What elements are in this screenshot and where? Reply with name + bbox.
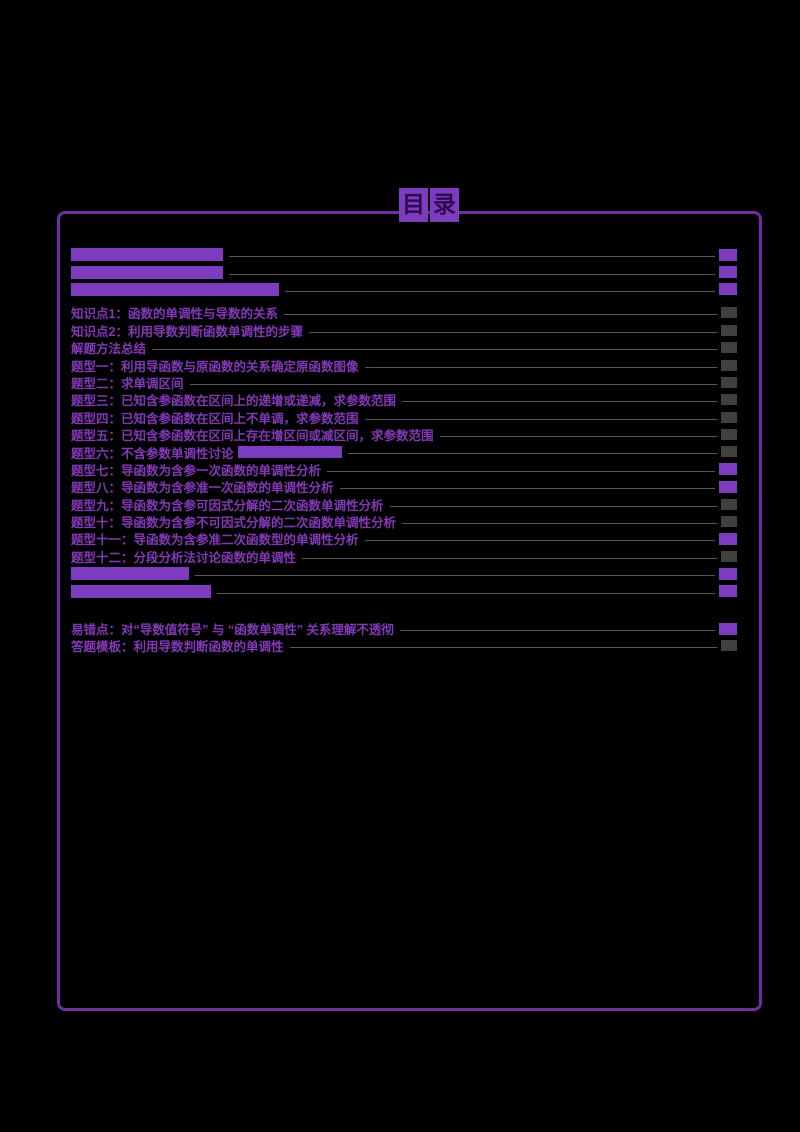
leader-line bbox=[302, 557, 717, 559]
toc-row-redacted bbox=[71, 582, 737, 599]
leader-line bbox=[339, 488, 715, 490]
page-number-mark bbox=[721, 359, 737, 371]
leader-line bbox=[195, 575, 715, 577]
redacted-highlight-segment bbox=[237, 445, 342, 458]
toc-row-redacted bbox=[71, 281, 737, 298]
page-number-mark bbox=[721, 446, 737, 458]
toc-row: 题型三：已知含参函数在区间上的递增或递减，求参数范围 bbox=[71, 391, 737, 408]
redacted-highlight-bar bbox=[71, 282, 279, 296]
toc-row: 题型七：导函数为含参一次函数的单调性分析 bbox=[71, 461, 737, 478]
toc-row: 题型四：已知含参函数在区间上不单调，求参数范围 bbox=[71, 409, 737, 426]
title-char: 目 bbox=[399, 188, 428, 222]
page-number-highlighted bbox=[719, 480, 737, 493]
toc-row: 知识点1：函数的单调性与导数的关系 bbox=[71, 304, 737, 321]
leader-line bbox=[229, 273, 715, 275]
toc-entry-label: 知识点1：函数的单调性与导数的关系 bbox=[71, 307, 278, 322]
redacted-highlight-bar bbox=[71, 567, 189, 581]
toc-row-redacted bbox=[71, 565, 737, 582]
redacted-highlight-bar bbox=[71, 265, 223, 279]
page-number-mark bbox=[721, 411, 737, 423]
leader-line bbox=[402, 523, 717, 525]
toc-entry-label: 题型十二：分段分析法讨论函数的单调性 bbox=[71, 550, 297, 565]
page-number-highlighted bbox=[719, 532, 737, 545]
toc-row: 题型六：不含参数单调性讨论 bbox=[71, 443, 737, 461]
leader-line bbox=[364, 540, 715, 542]
toc-row: 题型九：导函数为含参可因式分解的二次函数单调性分析 bbox=[71, 495, 737, 513]
toc-row: 题型八：导函数为含参准一次函数的单调性分析 bbox=[71, 478, 737, 495]
redacted-highlight-bar bbox=[71, 584, 211, 598]
toc-row-redacted bbox=[71, 246, 737, 263]
page-number-mark bbox=[721, 640, 737, 652]
toc-entry-label: 题型八：导函数为含参准一次函数的单调性分析 bbox=[71, 481, 334, 496]
leader-line bbox=[229, 256, 715, 258]
page-title: 目录 bbox=[398, 188, 460, 222]
leader-line bbox=[327, 470, 715, 472]
toc-entry-label: 易错点：对“导数值符号” 与 “函数单调性” 关系理解不透彻 bbox=[71, 623, 394, 638]
page-number-mark bbox=[721, 376, 737, 388]
page-number-mark bbox=[721, 394, 737, 406]
page-number-mark bbox=[721, 550, 737, 562]
page-number-highlighted bbox=[719, 585, 737, 598]
toc-row: 题型十二：分段分析法讨论函数的单调性 bbox=[71, 548, 737, 565]
leader-line bbox=[364, 366, 717, 368]
page-number-highlighted bbox=[719, 266, 737, 279]
toc-row: 题型一：利用导函数与原函数的关系确定原函数图像 bbox=[71, 356, 737, 374]
toc-row: 知识点2：利用导数判断函数单调性的步骤 bbox=[71, 322, 737, 339]
toc-entry-label: 题型二：求单调区间 bbox=[71, 376, 184, 391]
page-number-highlighted bbox=[719, 283, 737, 296]
page-number-mark bbox=[721, 516, 737, 528]
redacted-highlight-bar bbox=[71, 248, 223, 262]
toc-entry-label: 题型一：利用导函数与原函数的关系确定原函数图像 bbox=[71, 359, 359, 374]
toc-row-redacted bbox=[71, 263, 737, 280]
leader-line bbox=[389, 505, 717, 507]
toc-entry-label: 题型五：已知含参函数在区间上存在增区间或减区间，求参数范围 bbox=[71, 429, 434, 444]
page-number-mark bbox=[721, 324, 737, 336]
leader-line bbox=[285, 290, 715, 292]
leader-line bbox=[217, 592, 715, 594]
page-number-mark bbox=[721, 342, 737, 354]
leader-line bbox=[289, 647, 717, 649]
toc-entry-label: 题型十：导函数为含参不可因式分解的二次函数单调性分析 bbox=[71, 516, 397, 531]
leader-line bbox=[347, 453, 717, 455]
page-number-highlighted bbox=[719, 463, 737, 476]
leader-line bbox=[308, 331, 717, 333]
toc-row: 题型十一：导函数为含参准二次函数型的单调性分析 bbox=[71, 530, 737, 547]
leader-line bbox=[283, 314, 717, 316]
toc-entry-label: 题型九：导函数为含参可因式分解的二次函数单调性分析 bbox=[71, 498, 384, 513]
page-number-highlighted bbox=[719, 248, 737, 261]
toc-entry-label: 题型六：不含参数单调性讨论 bbox=[71, 446, 234, 461]
toc-entry-label: 知识点2：利用导数判断函数单调性的步骤 bbox=[71, 324, 303, 339]
toc-entry-label: 题型七：导函数为含参一次函数的单调性分析 bbox=[71, 463, 322, 478]
page-number-highlighted bbox=[719, 622, 737, 635]
leader-line bbox=[189, 383, 717, 385]
toc-row: 题型十：导函数为含参不可因式分解的二次函数单调性分析 bbox=[71, 513, 737, 530]
leader-line bbox=[364, 418, 717, 420]
toc-entry-label: 题型十一：导函数为含参准二次函数型的单调性分析 bbox=[71, 533, 359, 548]
toc-entry-label: 答题模板：利用导数判断函数的单调性 bbox=[71, 640, 284, 655]
page-number-mark bbox=[721, 307, 737, 319]
leader-line bbox=[402, 401, 717, 403]
page-number-highlighted bbox=[719, 567, 737, 580]
toc-entry-label: 解题方法总结 bbox=[71, 342, 147, 357]
toc-row: 解题方法总结 bbox=[71, 339, 737, 356]
toc-row: 易错点：对“导数值符号” 与 “函数单调性” 关系理解不透彻 bbox=[71, 620, 737, 637]
leader-line bbox=[152, 349, 717, 351]
toc-row: 题型二：求单调区间 bbox=[71, 374, 737, 391]
toc-list: 知识点1：函数的单调性与导数的关系知识点2：利用导数判断函数单调性的步骤 解题方法… bbox=[71, 246, 737, 655]
page-number-mark bbox=[721, 429, 737, 441]
toc-row: 题型五：已知含参函数在区间上存在增区间或减区间，求参数范围 bbox=[71, 426, 737, 443]
toc-entry-label: 题型三：已知含参函数在区间上的递增或递减，求参数范围 bbox=[71, 394, 397, 409]
toc-entry-label: 题型四：已知含参函数在区间上不单调，求参数范围 bbox=[71, 411, 359, 426]
title-char: 录 bbox=[430, 188, 459, 222]
leader-line bbox=[439, 436, 717, 438]
leader-line bbox=[399, 630, 715, 631]
toc-row: 答题模板：利用导数判断函数的单调性 bbox=[71, 637, 737, 654]
page-number-mark bbox=[721, 498, 737, 510]
